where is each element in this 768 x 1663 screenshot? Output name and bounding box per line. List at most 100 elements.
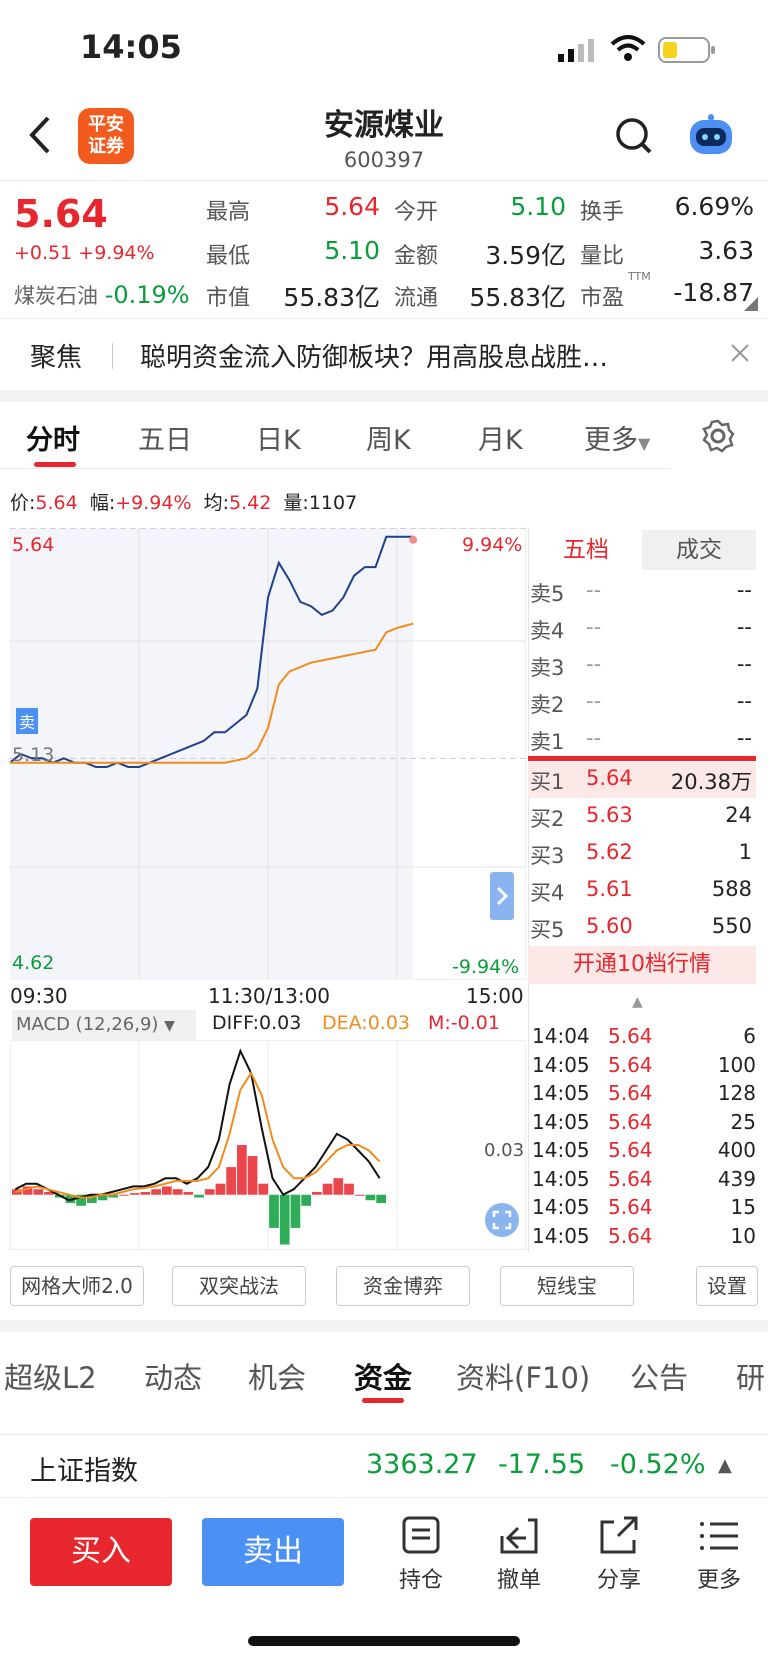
close-icon[interactable] bbox=[728, 341, 752, 365]
bid-label: 买4 bbox=[530, 881, 565, 905]
ask-row[interactable]: 卖3 -- -- bbox=[530, 652, 756, 684]
tools-settings-button[interactable]: 设置 bbox=[696, 1266, 758, 1306]
high-value: 5.64 bbox=[324, 192, 380, 221]
amount-label: 金额 bbox=[394, 244, 439, 269]
tab-opportunity[interactable]: 机会 bbox=[248, 1361, 307, 1395]
home-indicator bbox=[248, 1636, 520, 1646]
more-action[interactable]: 更多 bbox=[684, 1514, 754, 1594]
cancel-order-action[interactable]: 撤单 bbox=[484, 1514, 554, 1594]
macd-selector[interactable]: MACD (12,26,9) ▼ bbox=[12, 1010, 196, 1040]
intraday-chart[interactable] bbox=[10, 528, 526, 980]
ask-label: 卖4 bbox=[530, 619, 565, 643]
ask-row[interactable]: 卖5 -- -- bbox=[530, 578, 756, 610]
stock-code: 600397 bbox=[343, 148, 425, 172]
macd-bar bbox=[183, 1191, 194, 1195]
holdings-action[interactable]: 持仓 bbox=[386, 1514, 456, 1594]
upgrade-level10-button[interactable]: 开通10档行情 bbox=[528, 946, 756, 984]
macd-ytick: 0.03 bbox=[484, 1140, 525, 1161]
expand-corner-icon[interactable] bbox=[744, 296, 758, 311]
broker-logo: 平安 证券 bbox=[78, 108, 134, 164]
macd-chart[interactable] bbox=[10, 1040, 526, 1250]
bid-row[interactable]: 买5 5.60 550 bbox=[530, 914, 756, 946]
bid-price: 5.63 bbox=[586, 803, 633, 827]
tick-time: 14:05 bbox=[532, 1109, 590, 1134]
settings-gear-icon[interactable] bbox=[700, 418, 736, 454]
tab-f10[interactable]: 资料(F10) bbox=[456, 1361, 591, 1395]
tab-weekly-k[interactable]: 周K bbox=[366, 425, 411, 456]
fund-game-button[interactable]: 资金博弈 bbox=[336, 1266, 470, 1306]
grid-master-button[interactable]: 网格大师2.0 bbox=[10, 1266, 144, 1306]
tick-price: 5.64 bbox=[608, 1138, 653, 1162]
ask-row[interactable]: 卖4 -- -- bbox=[530, 615, 756, 647]
double-break-button[interactable]: 双突战法 bbox=[172, 1266, 306, 1306]
back-chevron-icon[interactable] bbox=[24, 112, 54, 158]
macd-bar bbox=[151, 1189, 161, 1195]
index-pct: -0.52% bbox=[610, 1449, 706, 1480]
tab-five-level[interactable]: 五档 bbox=[563, 537, 609, 563]
tick-volume: 439 bbox=[717, 1166, 756, 1191]
macd-bar bbox=[365, 1194, 376, 1201]
bid-label: 买2 bbox=[530, 807, 565, 831]
trade-tick-row: 14:05 5.64 100 bbox=[532, 1053, 756, 1081]
ask-price: -- bbox=[586, 726, 602, 750]
tab-trades[interactable]: 成交 bbox=[642, 530, 756, 570]
tab-funds[interactable]: 资金 bbox=[354, 1361, 413, 1395]
bid-price: 5.60 bbox=[586, 914, 633, 938]
tab-daily-k[interactable]: 日K bbox=[256, 425, 301, 456]
index-strip[interactable]: 上证指数 3363.27 -17.55 -0.52% ▲ bbox=[0, 1434, 768, 1498]
macd-bar bbox=[279, 1194, 290, 1245]
expand-panel-chevron-icon[interactable] bbox=[490, 872, 514, 920]
trade-tick-row: 14:05 5.64 128 bbox=[532, 1081, 756, 1109]
tab-timeshare[interactable]: 分时 bbox=[26, 425, 80, 456]
tab-announcement[interactable]: 公告 bbox=[630, 1361, 689, 1395]
focus-banner[interactable]: 聚焦 聪明资金流入防御板块？用高股息战胜… bbox=[0, 318, 768, 390]
xtick-close: 15:00 bbox=[466, 984, 524, 1008]
macd-bar bbox=[322, 1183, 333, 1195]
sell-marker[interactable]: 卖 bbox=[16, 708, 39, 734]
volratio-label: 量比 bbox=[580, 244, 625, 269]
amount-value: 3.59亿 bbox=[485, 241, 566, 270]
tab-research[interactable]: 研 bbox=[736, 1361, 766, 1395]
tab-monthly-k[interactable]: 月K bbox=[478, 425, 523, 456]
ytick-low: 4.62 bbox=[12, 952, 55, 974]
tick-volume: 128 bbox=[717, 1081, 756, 1105]
ask-price: -- bbox=[586, 689, 602, 713]
short-line-button[interactable]: 短线宝 bbox=[500, 1266, 634, 1306]
ask-row[interactable]: 卖2 -- -- bbox=[530, 689, 756, 721]
tick-volume: 15 bbox=[730, 1195, 756, 1219]
macd-diff: DIFF:0.03 bbox=[212, 1012, 302, 1034]
sector-change[interactable]: 煤炭石油 -0.19% bbox=[14, 281, 190, 309]
bid-row[interactable]: 买1 5.64 20.38万 bbox=[530, 766, 756, 798]
fullscreen-icon[interactable] bbox=[484, 1202, 520, 1238]
search-icon[interactable] bbox=[614, 116, 654, 156]
open-value: 5.10 bbox=[510, 192, 566, 221]
macd-bar bbox=[97, 1194, 108, 1201]
macd-bar bbox=[344, 1183, 354, 1195]
macd-bar bbox=[76, 1194, 86, 1206]
macd-bar bbox=[87, 1194, 97, 1204]
index-name: 上证指数 bbox=[30, 1456, 138, 1487]
trade-tick-row: 14:05 5.64 15 bbox=[532, 1195, 756, 1223]
sell-button[interactable]: 卖出 bbox=[202, 1518, 344, 1586]
expand-up-triangle-icon[interactable]: ▲ bbox=[718, 1455, 732, 1476]
bid-volume: 1 bbox=[738, 840, 752, 864]
ask-row[interactable]: 卖1 -- -- bbox=[530, 726, 756, 758]
trade-tick-row: 14:05 5.64 439 bbox=[532, 1167, 756, 1195]
macd-bar bbox=[22, 1186, 33, 1195]
macd-bar bbox=[237, 1145, 247, 1195]
tab-super-l2[interactable]: 超级L2 bbox=[4, 1361, 97, 1395]
tick-time: 14:05 bbox=[532, 1166, 590, 1191]
bid-row[interactable]: 买4 5.61 588 bbox=[530, 877, 756, 909]
scroll-up-triangle-icon[interactable]: ▲ bbox=[632, 994, 643, 1010]
banner-text[interactable]: 聪明资金流入防御板块？用高股息战胜… bbox=[140, 343, 609, 373]
tab-news[interactable]: 动态 bbox=[144, 1361, 203, 1395]
buy-button[interactable]: 买入 bbox=[30, 1518, 172, 1586]
ask-label: 卖2 bbox=[530, 693, 565, 717]
robot-assistant-icon[interactable] bbox=[686, 114, 736, 158]
tab-more[interactable]: 更多▼ bbox=[584, 425, 651, 456]
bid-row[interactable]: 买3 5.62 1 bbox=[530, 840, 756, 872]
tab-five-day[interactable]: 五日 bbox=[138, 425, 192, 456]
ask-price: -- bbox=[586, 615, 602, 639]
share-action[interactable]: 分享 bbox=[584, 1514, 654, 1594]
bid-row[interactable]: 买2 5.63 24 bbox=[530, 803, 756, 835]
